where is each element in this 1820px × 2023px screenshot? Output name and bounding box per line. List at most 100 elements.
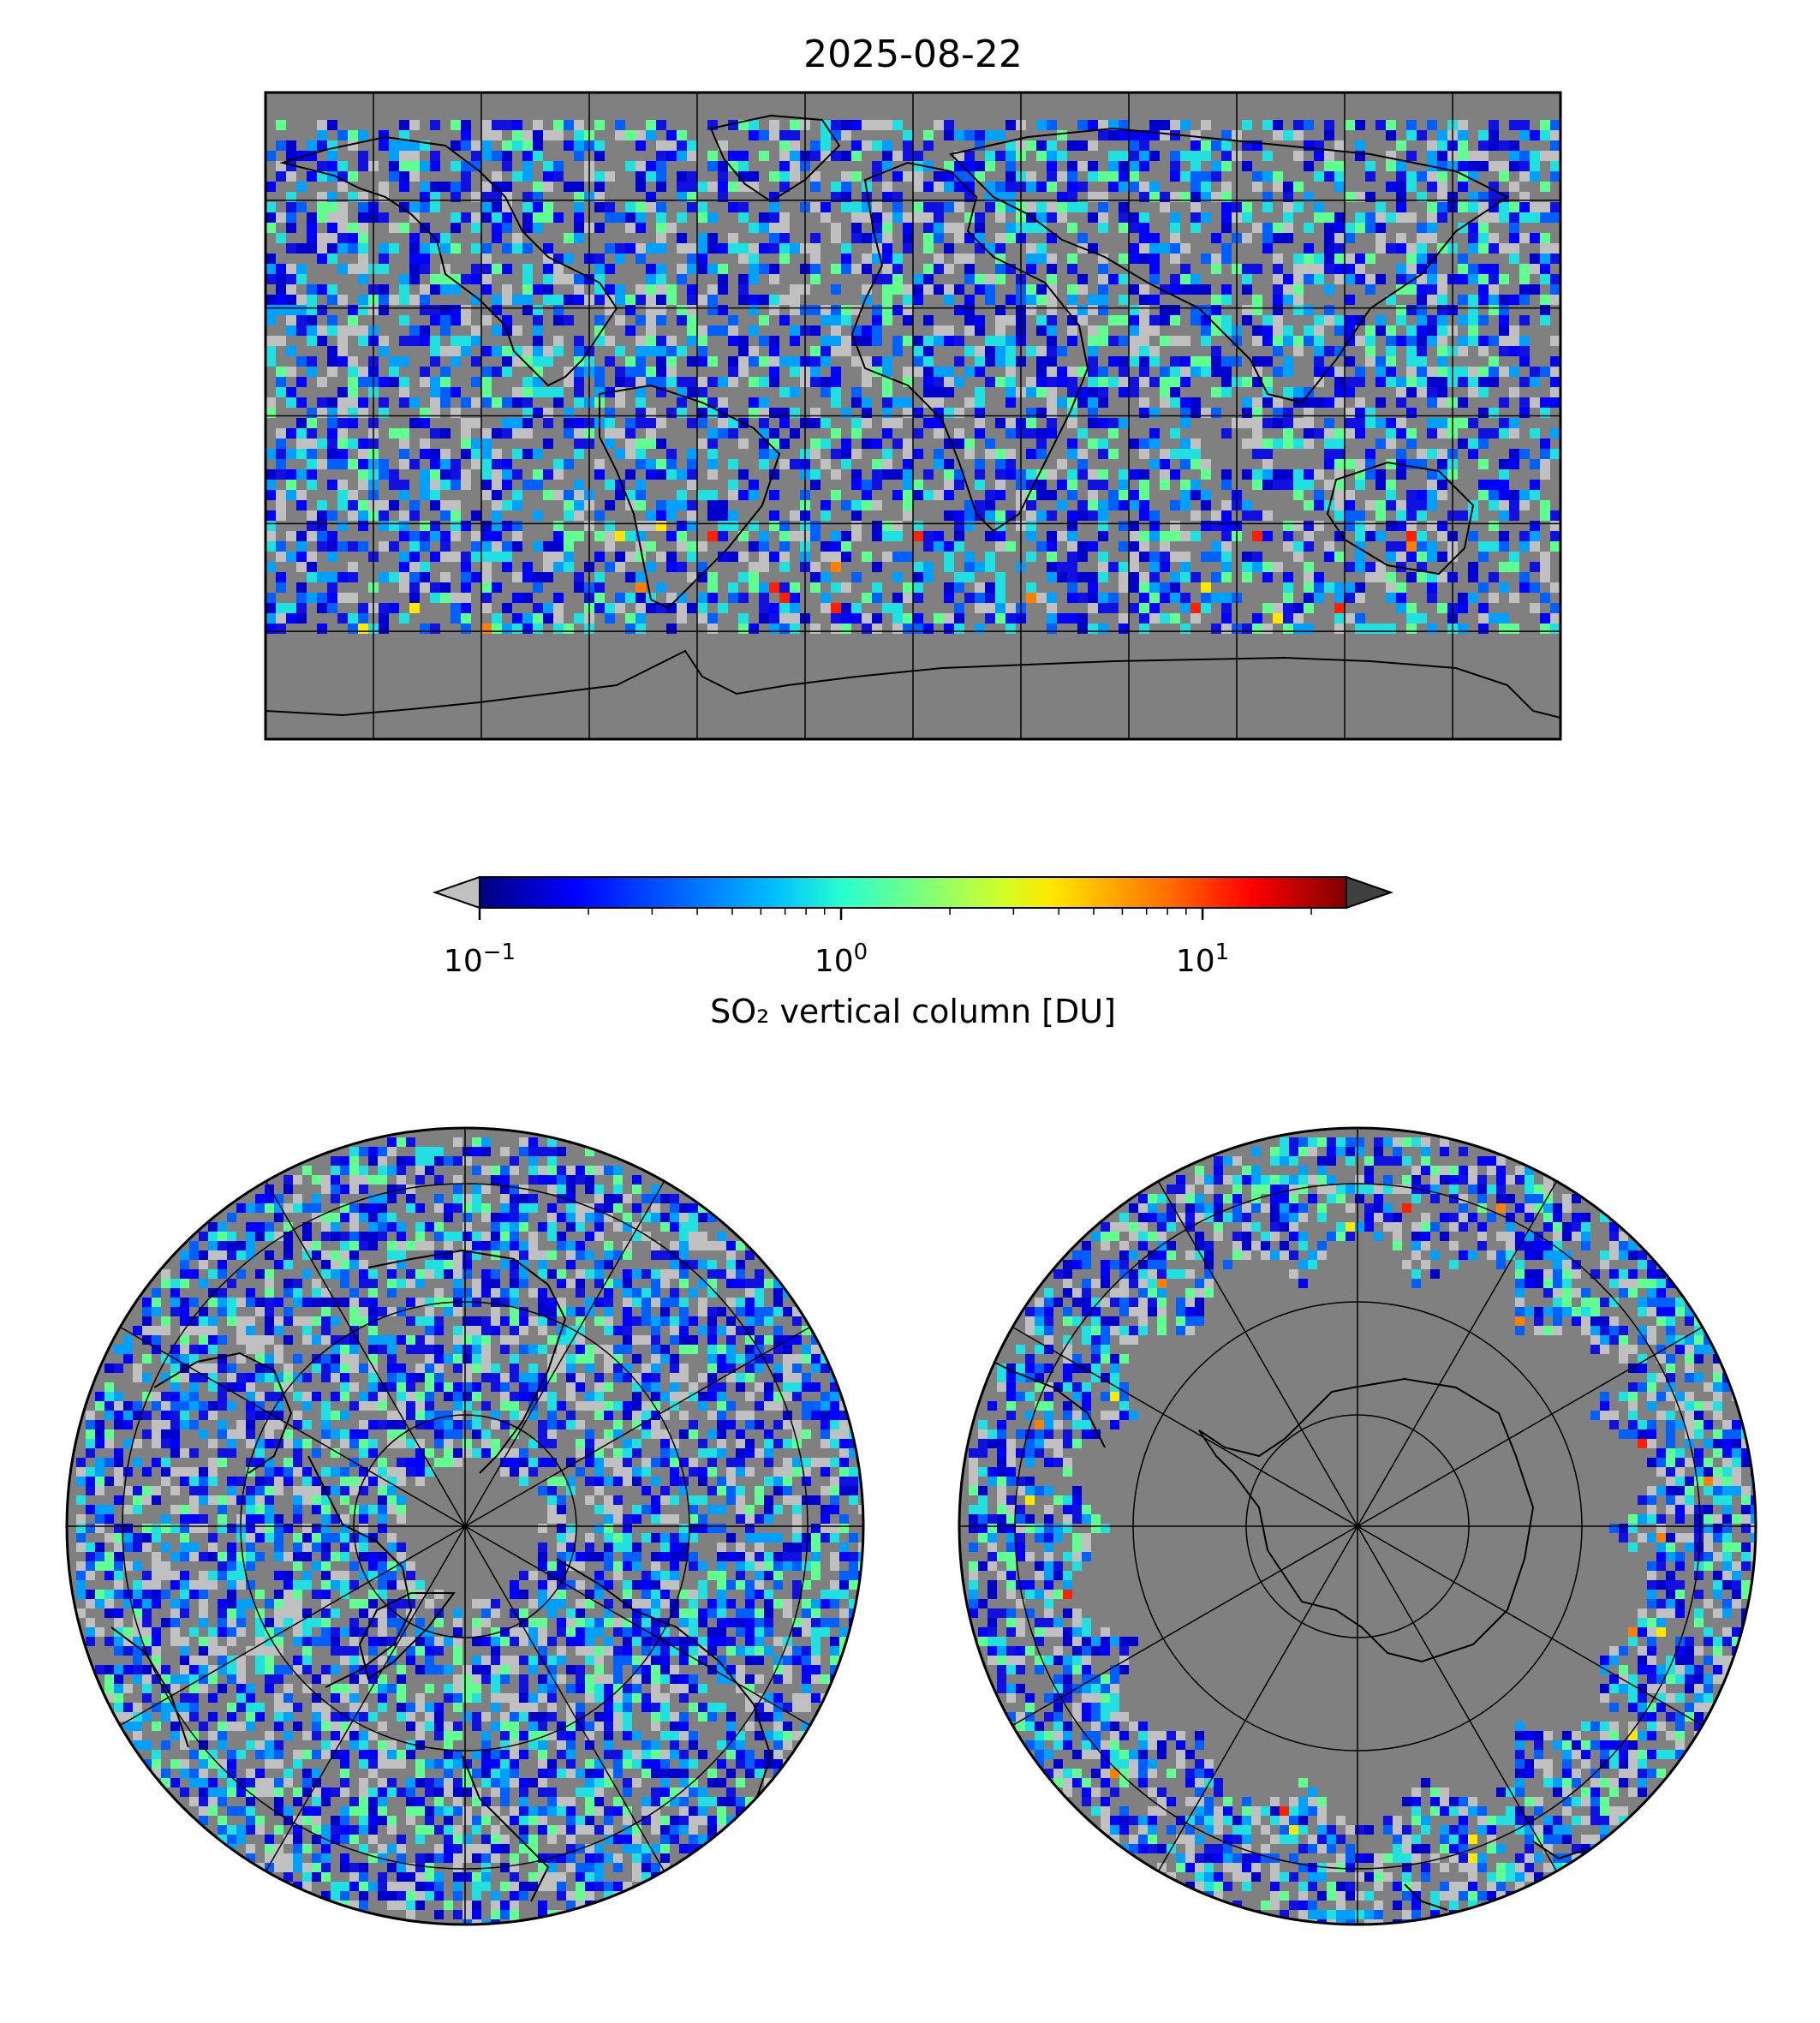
data-pixel — [726, 1401, 736, 1411]
data-pixel — [1088, 418, 1098, 428]
data-pixel — [831, 346, 841, 356]
data-pixel — [564, 140, 574, 151]
data-pixel — [420, 325, 430, 336]
data-pixel — [1262, 469, 1273, 480]
data-pixel — [1149, 531, 1160, 541]
data-pixel — [605, 418, 615, 428]
data-pixel — [636, 449, 646, 459]
data-pixel — [1119, 274, 1129, 284]
data-pixel — [585, 1392, 594, 1401]
data-pixel — [636, 593, 646, 603]
data-pixel — [1478, 284, 1489, 295]
data-pixel — [1406, 367, 1417, 377]
data-pixel — [409, 572, 420, 582]
data-pixel — [892, 603, 903, 613]
data-pixel — [152, 1326, 161, 1335]
data-pixel — [1139, 212, 1149, 223]
data-pixel — [636, 624, 646, 634]
data-pixel — [1375, 531, 1386, 541]
data-pixel — [502, 397, 512, 408]
data-pixel — [208, 1401, 218, 1411]
data-pixel — [1190, 192, 1201, 202]
data-pixel — [790, 305, 800, 315]
data-pixel — [1406, 151, 1417, 161]
data-pixel — [1427, 428, 1437, 439]
data-pixel — [189, 1345, 199, 1354]
data-pixel — [461, 603, 471, 613]
data-pixel — [1252, 439, 1262, 449]
data-pixel — [327, 572, 337, 582]
data-pixel — [792, 1429, 802, 1439]
data-pixel — [841, 315, 851, 325]
data-pixel — [913, 428, 923, 439]
data-pixel — [1458, 161, 1468, 171]
data-pixel — [317, 541, 327, 552]
data-pixel — [944, 367, 954, 377]
data-pixel — [444, 1241, 453, 1250]
data-pixel — [1026, 428, 1036, 439]
data-pixel — [1345, 325, 1355, 336]
data-pixel — [420, 562, 430, 572]
data-pixel — [641, 1288, 651, 1298]
data-pixel — [1427, 377, 1437, 387]
data-pixel — [409, 552, 420, 562]
data-pixel — [444, 1411, 453, 1420]
data-pixel — [745, 1279, 755, 1288]
data-pixel — [1304, 274, 1314, 284]
data-pixel — [1057, 531, 1067, 541]
data-pixel — [903, 336, 913, 346]
data-pixel — [317, 325, 327, 336]
data-pixel — [340, 1392, 349, 1401]
data-pixel — [820, 130, 831, 140]
data-pixel — [1129, 151, 1139, 161]
data-pixel — [481, 397, 492, 408]
data-pixel — [882, 315, 892, 325]
data-pixel — [882, 284, 892, 295]
data-pixel — [1489, 243, 1499, 254]
data-pixel — [492, 223, 502, 233]
data-pixel — [368, 1203, 378, 1213]
data-pixel — [340, 1269, 349, 1279]
data-pixel — [1139, 151, 1149, 161]
data-pixel — [189, 1382, 199, 1392]
data-pixel — [430, 552, 440, 562]
data-pixel — [461, 212, 471, 223]
data-pixel — [1489, 192, 1499, 202]
data-pixel — [1437, 336, 1447, 346]
data-pixel — [472, 1232, 481, 1241]
data-pixel — [679, 1316, 689, 1326]
data-pixel — [265, 1222, 274, 1232]
data-pixel — [985, 510, 995, 521]
data-pixel — [975, 325, 985, 336]
data-pixel — [302, 1232, 312, 1241]
data-pixel — [1519, 151, 1530, 161]
data-pixel — [1088, 295, 1098, 305]
data-pixel — [717, 1411, 726, 1420]
data-pixel — [462, 1316, 472, 1326]
data-pixel — [851, 613, 862, 624]
colorbar-tick-label: 100 — [815, 940, 868, 979]
data-pixel — [1458, 130, 1468, 140]
data-pixel — [227, 1382, 236, 1392]
data-pixel — [660, 1316, 670, 1326]
data-pixel — [1334, 367, 1345, 377]
data-pixel — [831, 120, 841, 130]
data-pixel — [790, 428, 800, 439]
data-pixel — [283, 1316, 293, 1326]
data-pixel — [1478, 274, 1489, 284]
data-pixel — [218, 1382, 227, 1392]
data-pixel — [851, 212, 862, 223]
data-pixel — [1221, 356, 1232, 367]
data-pixel — [944, 480, 954, 490]
data-pixel — [1067, 552, 1077, 562]
data-pixel — [387, 1364, 397, 1373]
data-pixel — [348, 541, 358, 552]
data-pixel — [522, 243, 533, 254]
data-pixel — [512, 531, 522, 541]
data-pixel — [1047, 295, 1057, 305]
data-pixel — [379, 521, 389, 531]
data-pixel — [409, 500, 420, 510]
data-pixel — [1262, 356, 1273, 367]
data-pixel — [745, 1364, 755, 1373]
data-pixel — [656, 140, 666, 151]
